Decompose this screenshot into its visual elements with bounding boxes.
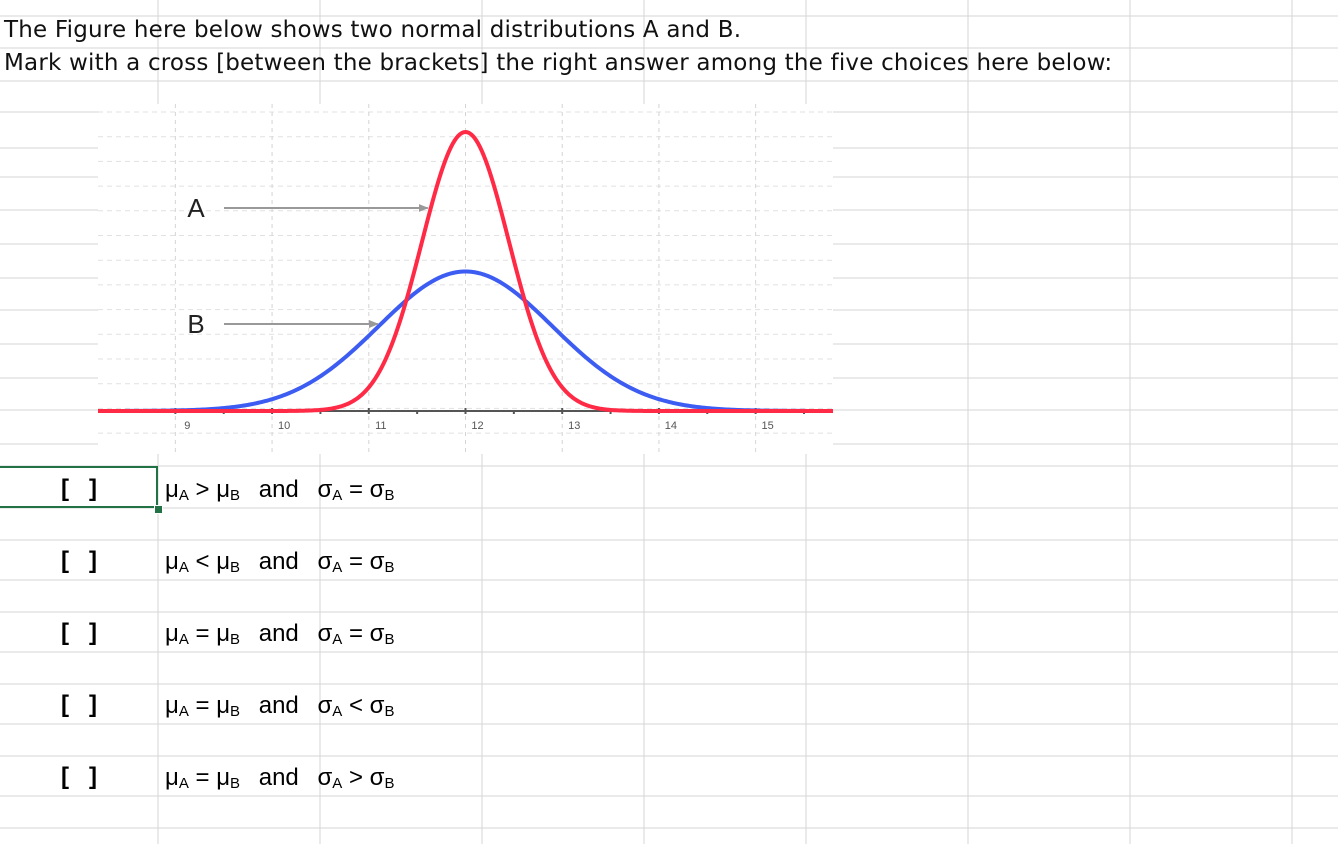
answer-bracket[interactable]: [ ] xyxy=(61,547,97,574)
x-tick-label: 15 xyxy=(762,420,774,432)
x-tick-label: 11 xyxy=(375,420,386,432)
x-tick-label: 10 xyxy=(278,420,290,432)
x-tick-label: 13 xyxy=(568,420,580,432)
curve-label-b: B xyxy=(187,309,204,339)
x-tick-label: 9 xyxy=(184,420,190,432)
fill-handle[interactable] xyxy=(154,505,163,514)
choice-text: μA > μB and σA = σB xyxy=(165,476,395,504)
normal-distributions-chart: 9 10 11 12 13 14 15 A B xyxy=(98,104,833,454)
answer-bracket[interactable]: [ ] xyxy=(61,619,97,646)
curve-b xyxy=(98,269,833,413)
answer-bracket[interactable]: [ ] xyxy=(61,763,97,790)
question-line-2: Mark with a cross [between the brackets]… xyxy=(4,50,1113,76)
choice-text: μA = μB and σA = σB xyxy=(165,620,395,648)
answer-bracket[interactable]: [ ] xyxy=(61,475,97,502)
question-line-1: The Figure here below shows two normal d… xyxy=(4,17,742,43)
choice-text: μA < μB and σA = σB xyxy=(165,548,395,576)
selected-cell[interactable] xyxy=(0,466,158,508)
x-tick-label: 12 xyxy=(471,420,483,432)
answer-bracket[interactable]: [ ] xyxy=(61,691,97,718)
curve-label-a: A xyxy=(187,193,205,223)
x-tick-label: 14 xyxy=(665,420,677,432)
choice-text: μA = μB and σA < σB xyxy=(165,692,395,720)
choice-text: μA = μB and σA > σB xyxy=(165,764,395,792)
curve-a xyxy=(98,130,833,413)
